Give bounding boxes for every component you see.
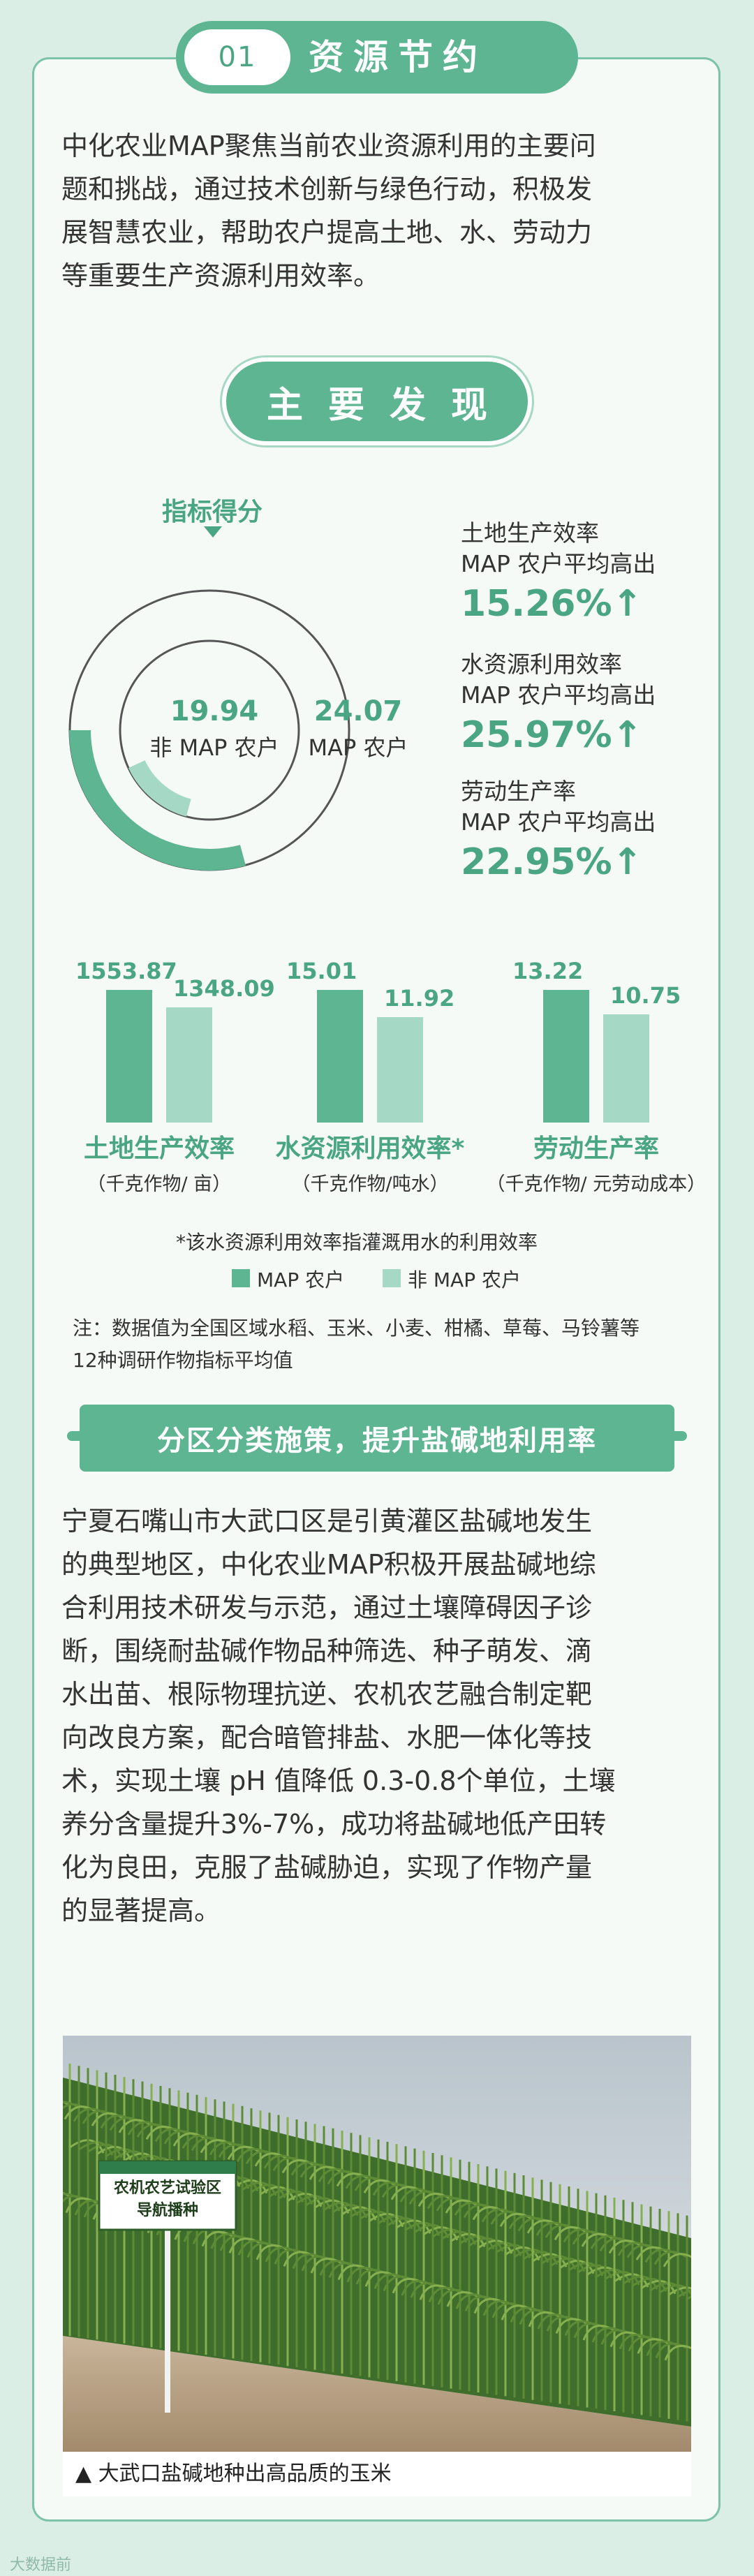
legend-map-label: MAP 农户 bbox=[257, 1268, 345, 1291]
intro-paragraph: 中化农业MAP聚焦当前农业资源利用的主要问 题和挑战，通过技术创新与绿色行动，积… bbox=[61, 124, 693, 297]
findings-title: 主要发现 bbox=[222, 357, 532, 445]
intro-line: 中化农业MAP聚焦当前农业资源利用的主要问 bbox=[61, 131, 596, 161]
metric-name: 劳动生产率 bbox=[461, 778, 576, 805]
metric-percent: 22.95%↑ bbox=[461, 841, 643, 883]
metric-water: 水资源利用效率 MAP 农户平均高出 25.97%↑ bbox=[461, 649, 656, 760]
section2-title: 分区分类施策，提升盐碱地利用率 bbox=[80, 1405, 674, 1472]
intro-line: 展智慧农业，帮助农户提高土地、水、劳动力 bbox=[61, 217, 593, 248]
body-line: 的典型地区，中化农业MAP积极开展盐碱地综 bbox=[61, 1549, 596, 1580]
down-arrow-icon bbox=[204, 526, 222, 538]
note: 注：数据值为全国区域水稻、玉米、小麦、柑橘、草莓、马铃薯等 12种调研作物指标平… bbox=[73, 1312, 640, 1377]
non-map-label: 非 MAP 农户 bbox=[149, 734, 279, 761]
non-map-bar-value: 10.75 bbox=[610, 982, 681, 1009]
legend-non-map-label: 非 MAP 农户 bbox=[408, 1268, 521, 1291]
inner-track bbox=[119, 639, 300, 821]
legend-non-map-swatch bbox=[383, 1269, 401, 1287]
section-header: 01 资源节约 bbox=[176, 21, 578, 94]
body-line: 术，实现土壤 pH 值降低 0.3-0.8个单位，土壤 bbox=[61, 1766, 616, 1796]
category-unit: （千克作物/ 元劳动成本） bbox=[486, 1174, 707, 1195]
map-bar-value: 13.22 bbox=[512, 958, 584, 984]
metric-desc: MAP 农户平均高出 bbox=[461, 550, 656, 577]
section-title: 资源节约 bbox=[309, 37, 487, 77]
corn-field-illustration bbox=[63, 2036, 691, 2452]
map-bar bbox=[543, 990, 589, 1123]
body-line: 水出苗、根际物理抗逆、农机农艺融合制定靶 bbox=[61, 1679, 593, 1710]
map-score-arc bbox=[69, 730, 246, 871]
note-line: 注：数据值为全国区域水稻、玉米、小麦、柑橘、草莓、马铃薯等 bbox=[73, 1317, 640, 1340]
metric-name: 土地生产效率 bbox=[461, 519, 599, 547]
corn-field-photo: 农机农艺试验区 导航播种 bbox=[63, 2036, 691, 2452]
body-line: 的显著提高。 bbox=[61, 1895, 221, 1926]
intro-line: 题和挑战，通过技术创新与绿色行动，积极发 bbox=[61, 174, 593, 205]
non-map-bar bbox=[377, 1017, 423, 1123]
footnote: *该水资源利用效率指灌溉用水的利用效率 bbox=[176, 1231, 538, 1254]
map-bar-value: 15.01 bbox=[286, 958, 357, 984]
metric-percent: 15.26%↑ bbox=[461, 583, 643, 625]
metric-desc: MAP 农户平均高出 bbox=[461, 681, 656, 709]
section-number: 01 bbox=[184, 29, 290, 85]
body-line: 合利用技术研发与示范，通过土壤障碍因子诊 bbox=[61, 1592, 593, 1623]
category-unit: （千克作物/ 亩） bbox=[87, 1174, 232, 1195]
legend-map-swatch bbox=[232, 1269, 250, 1287]
non-map-bar bbox=[166, 1007, 212, 1123]
category-label: 土地生产效率 bbox=[84, 1134, 235, 1163]
watermark: 大数据前 bbox=[10, 2556, 72, 2574]
score-donut bbox=[68, 589, 350, 871]
non-map-bar bbox=[603, 1014, 649, 1123]
non-map-bar-value: 1348.09 bbox=[173, 975, 275, 1002]
non-map-score: 19.94 bbox=[170, 695, 259, 727]
body-line: 断，围绕耐盐碱作物品种筛选、种子萌发、滴 bbox=[61, 1636, 593, 1666]
non-map-bar-value: 11.92 bbox=[384, 985, 455, 1012]
category-unit: （千克作物/吨水） bbox=[291, 1174, 449, 1195]
note-line: 12种调研作物指标平均值 bbox=[73, 1349, 293, 1372]
sign-line-2: 导航播种 bbox=[136, 2202, 198, 2219]
body-line: 化为良田，克服了盐碱胁迫，实现了作物产量 bbox=[61, 1852, 593, 1883]
index-score-label: 指标得分 bbox=[162, 498, 263, 526]
map-bar bbox=[317, 990, 363, 1123]
map-bar-value: 1553.87 bbox=[75, 958, 177, 984]
category-label: 水资源利用效率* bbox=[275, 1134, 465, 1163]
body-line: 宁夏石嘴山市大武口区是引黄灌区盐碱地发生 bbox=[61, 1506, 593, 1537]
sign-line-1: 农机农艺试验区 bbox=[113, 2179, 221, 2197]
body-line: 养分含量提升3%-7%，成功将盐碱地低产田转 bbox=[61, 1809, 607, 1840]
metric-labor: 劳动生产率 MAP 农户平均高出 22.95%↑ bbox=[461, 776, 656, 887]
map-bar bbox=[106, 990, 152, 1123]
non-map-score-arc bbox=[128, 760, 191, 817]
metric-name: 水资源利用效率 bbox=[461, 651, 622, 678]
body-line: 向改良方案，配合暗管排盐、水肥一体化等技 bbox=[61, 1722, 593, 1753]
metric-desc: MAP 农户平均高出 bbox=[461, 808, 656, 836]
metric-land: 土地生产效率 MAP 农户平均高出 15.26%↑ bbox=[461, 518, 656, 628]
category-label: 劳动生产率 bbox=[533, 1134, 660, 1163]
section2-paragraph: 宁夏石嘴山市大武口区是引黄灌区盐碱地发生 的典型地区，中化农业MAP积极开展盐碱… bbox=[61, 1500, 693, 1932]
map-score: 24.07 bbox=[313, 695, 403, 727]
metric-percent: 25.97%↑ bbox=[461, 714, 643, 756]
map-label: MAP 农户 bbox=[308, 734, 408, 761]
intro-line: 等重要生产资源利用效率。 bbox=[61, 260, 380, 291]
photo-caption: ▲ 大武口盐碱地种出高品质的玉米 bbox=[63, 2452, 691, 2496]
